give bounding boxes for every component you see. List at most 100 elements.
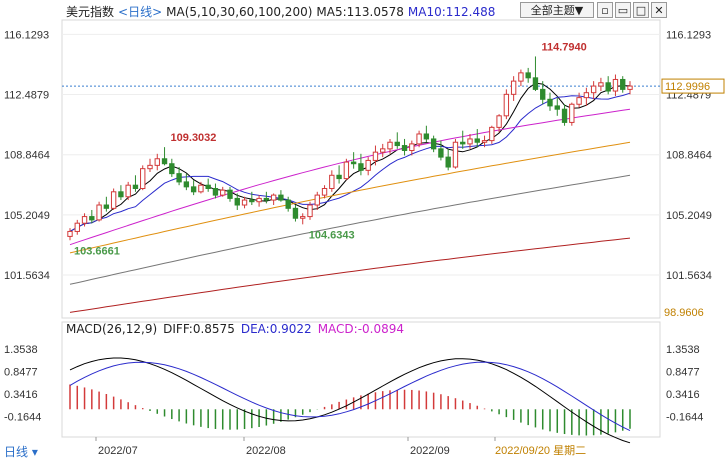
- price-tick-right: 105.2049: [666, 210, 712, 222]
- candle-body: [532, 77, 539, 90]
- price-annotation: 109.3032: [171, 132, 217, 144]
- candle-body: [329, 174, 335, 189]
- candle-body: [81, 216, 88, 224]
- window-collapse-icon[interactable]: ▫: [597, 2, 613, 18]
- date-tick-label: 2022/08: [246, 445, 286, 457]
- price-annotation: 104.6343: [309, 229, 355, 241]
- candle-body: [598, 82, 604, 87]
- price-annotation: 103.6661: [74, 245, 120, 257]
- date-tick-label: 2022/09: [410, 445, 450, 457]
- price-tick-left: 101.5634: [4, 270, 50, 282]
- candle-body: [423, 133, 430, 140]
- macd-tick-left: 0.8477: [4, 367, 38, 379]
- topic-dropdown[interactable]: 全部主题▼: [520, 2, 594, 18]
- candle-body: [590, 85, 597, 94]
- candle-body: [554, 105, 560, 110]
- candle-body: [110, 191, 117, 209]
- candle-body: [249, 199, 255, 203]
- candle-body: [474, 138, 480, 143]
- date-tick-label: 2022/09/20 星期二: [495, 444, 586, 457]
- candle-body: [503, 93, 510, 117]
- close-icon[interactable]: ✕: [651, 2, 667, 18]
- candle-body: [336, 174, 342, 180]
- ma-line-ma5: [69, 82, 630, 232]
- price-tick-left: 108.8464: [4, 150, 50, 162]
- candle-body: [394, 141, 400, 147]
- ma-line-ma60: [69, 141, 631, 254]
- candle-body: [292, 207, 299, 219]
- candle-body: [96, 204, 102, 221]
- ma-line-ma10: [69, 92, 631, 232]
- current-price-label: 112.9996: [665, 81, 710, 93]
- macd-tick-right: -0.1644: [666, 412, 703, 424]
- ma-line-ma100: [69, 174, 631, 285]
- candle-body: [430, 138, 437, 150]
- candle-body: [489, 126, 495, 142]
- price-tick-right: 108.8464: [666, 150, 712, 162]
- candle-body: [583, 92, 590, 99]
- candle-body: [263, 197, 270, 201]
- candle-body: [314, 194, 320, 206]
- candle-body: [300, 216, 306, 219]
- candle-body: [118, 191, 124, 198]
- candle-body: [467, 138, 473, 145]
- candle-body: [270, 194, 277, 201]
- price-tick-right: 101.5634: [666, 270, 712, 282]
- macd-tick-right: 0.3416: [666, 389, 700, 401]
- price-annotation: 114.7940: [541, 41, 586, 53]
- ma5-value: MA5:113.0578: [316, 5, 404, 19]
- candle-body: [190, 186, 197, 193]
- candle-body: [576, 97, 582, 105]
- candle-body: [256, 197, 262, 203]
- macd-diff-line: [69, 357, 631, 444]
- candle-body: [205, 184, 211, 189]
- period-tab-daily[interactable]: 日线 ▾: [4, 445, 38, 459]
- macd-tick-right: 1.3538: [666, 344, 700, 356]
- candle-body: [605, 82, 611, 92]
- price-tick-left: 112.4879: [4, 90, 49, 102]
- candle-body: [460, 141, 466, 145]
- macd-diff-value: DIFF:0.8575: [163, 322, 235, 336]
- candle-body: [387, 141, 393, 150]
- candle-body: [445, 156, 451, 168]
- candle-body: [183, 181, 190, 188]
- candle-body: [198, 184, 204, 193]
- candle-body: [307, 204, 313, 218]
- macd-dea-value: DEA:0.9022: [240, 322, 312, 336]
- candle-body: [620, 78, 626, 90]
- macd-settings[interactable]: MACD(26,12,9): [66, 322, 158, 336]
- instrument-name: 美元指数: [66, 5, 115, 19]
- candle-body: [525, 72, 531, 79]
- candle-body: [234, 197, 240, 206]
- window-restore-icon[interactable]: ▭: [615, 2, 631, 18]
- candle-body: [518, 72, 524, 82]
- current-price-box: [661, 78, 725, 94]
- price-bottom-label: 98.9606: [664, 307, 704, 319]
- candle-body: [147, 164, 153, 170]
- candle-body: [401, 145, 408, 152]
- window-maximize-icon[interactable]: □: [633, 2, 649, 18]
- ma-line-ma30: [69, 108, 631, 246]
- date-tick-label: 2022/07: [98, 445, 138, 457]
- macd-plot-frame: [61, 321, 661, 438]
- candle-body: [103, 204, 110, 209]
- candle-body: [169, 163, 175, 175]
- candle-body: [569, 103, 575, 123]
- price-tick-left: 105.2049: [4, 210, 50, 222]
- candle-body: [154, 158, 160, 166]
- candle-body: [372, 151, 379, 161]
- candle-body: [358, 163, 364, 171]
- candle-body: [285, 199, 291, 209]
- candle-body: [161, 158, 168, 165]
- candle-body: [74, 222, 80, 232]
- candle-body: [278, 194, 284, 201]
- period-selector[interactable]: <日线>: [118, 5, 163, 19]
- ma-settings[interactable]: MA(5,10,30,60,100,200): [166, 5, 313, 19]
- candle-body: [452, 141, 459, 168]
- macd-tick-left: 0.3416: [4, 389, 38, 401]
- main-chart-header: 美元指数 <日线> MA(5,10,30,60,100,200) MA5:113.05…: [66, 3, 499, 20]
- price-tick-right: 116.1293: [666, 29, 711, 41]
- macd-dea-line: [69, 361, 631, 432]
